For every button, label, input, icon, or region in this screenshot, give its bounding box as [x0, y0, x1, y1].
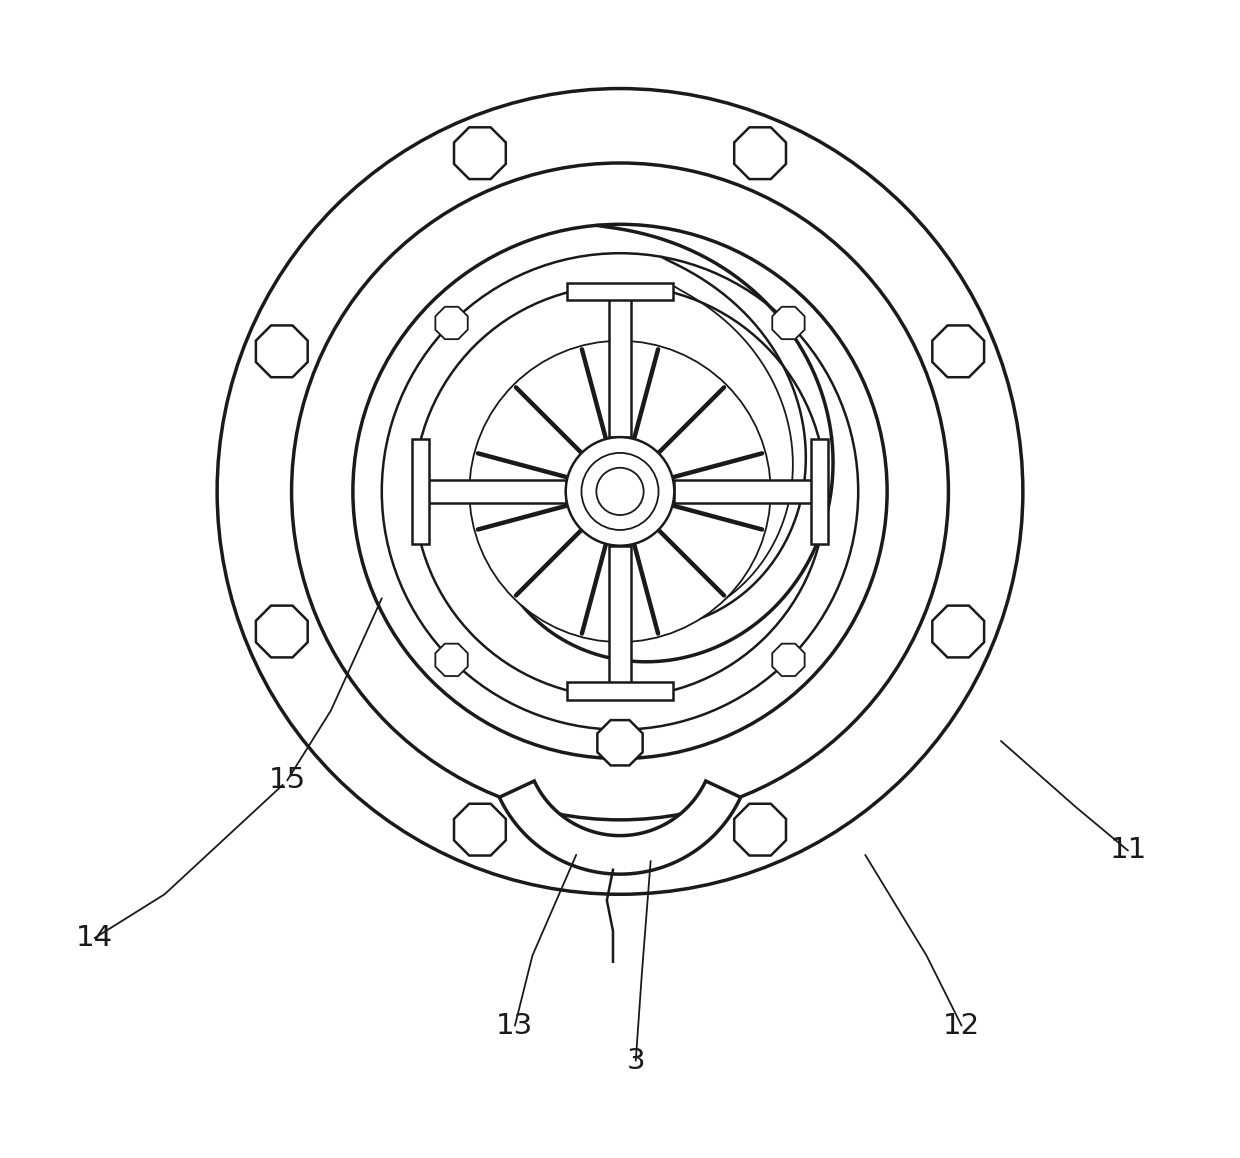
- Circle shape: [291, 163, 949, 820]
- Text: 12: 12: [942, 1012, 980, 1040]
- Polygon shape: [773, 644, 805, 676]
- Polygon shape: [255, 606, 308, 658]
- Polygon shape: [500, 780, 740, 874]
- Polygon shape: [932, 325, 985, 378]
- Circle shape: [565, 437, 675, 545]
- Polygon shape: [932, 606, 985, 658]
- Polygon shape: [435, 307, 467, 339]
- Circle shape: [353, 225, 887, 758]
- Polygon shape: [454, 804, 506, 856]
- Polygon shape: [598, 720, 642, 765]
- Bar: [568, 283, 672, 300]
- Polygon shape: [773, 307, 805, 339]
- Bar: [609, 545, 631, 691]
- Text: 13: 13: [496, 1012, 533, 1040]
- Circle shape: [217, 88, 1023, 894]
- Polygon shape: [734, 127, 786, 179]
- Text: 11: 11: [1110, 836, 1147, 865]
- Text: 3: 3: [626, 1047, 645, 1075]
- Circle shape: [382, 254, 858, 730]
- Circle shape: [596, 468, 644, 515]
- Bar: [420, 481, 565, 503]
- Bar: [609, 292, 631, 437]
- Circle shape: [414, 286, 826, 697]
- Bar: [412, 439, 429, 544]
- Bar: [568, 682, 672, 699]
- Circle shape: [582, 453, 658, 530]
- Polygon shape: [255, 325, 308, 378]
- Circle shape: [470, 340, 770, 642]
- Text: 15: 15: [269, 767, 306, 794]
- Text: 14: 14: [76, 924, 113, 952]
- Bar: [811, 439, 828, 544]
- Polygon shape: [435, 644, 467, 676]
- Polygon shape: [734, 804, 786, 856]
- Polygon shape: [454, 127, 506, 179]
- Bar: [675, 481, 820, 503]
